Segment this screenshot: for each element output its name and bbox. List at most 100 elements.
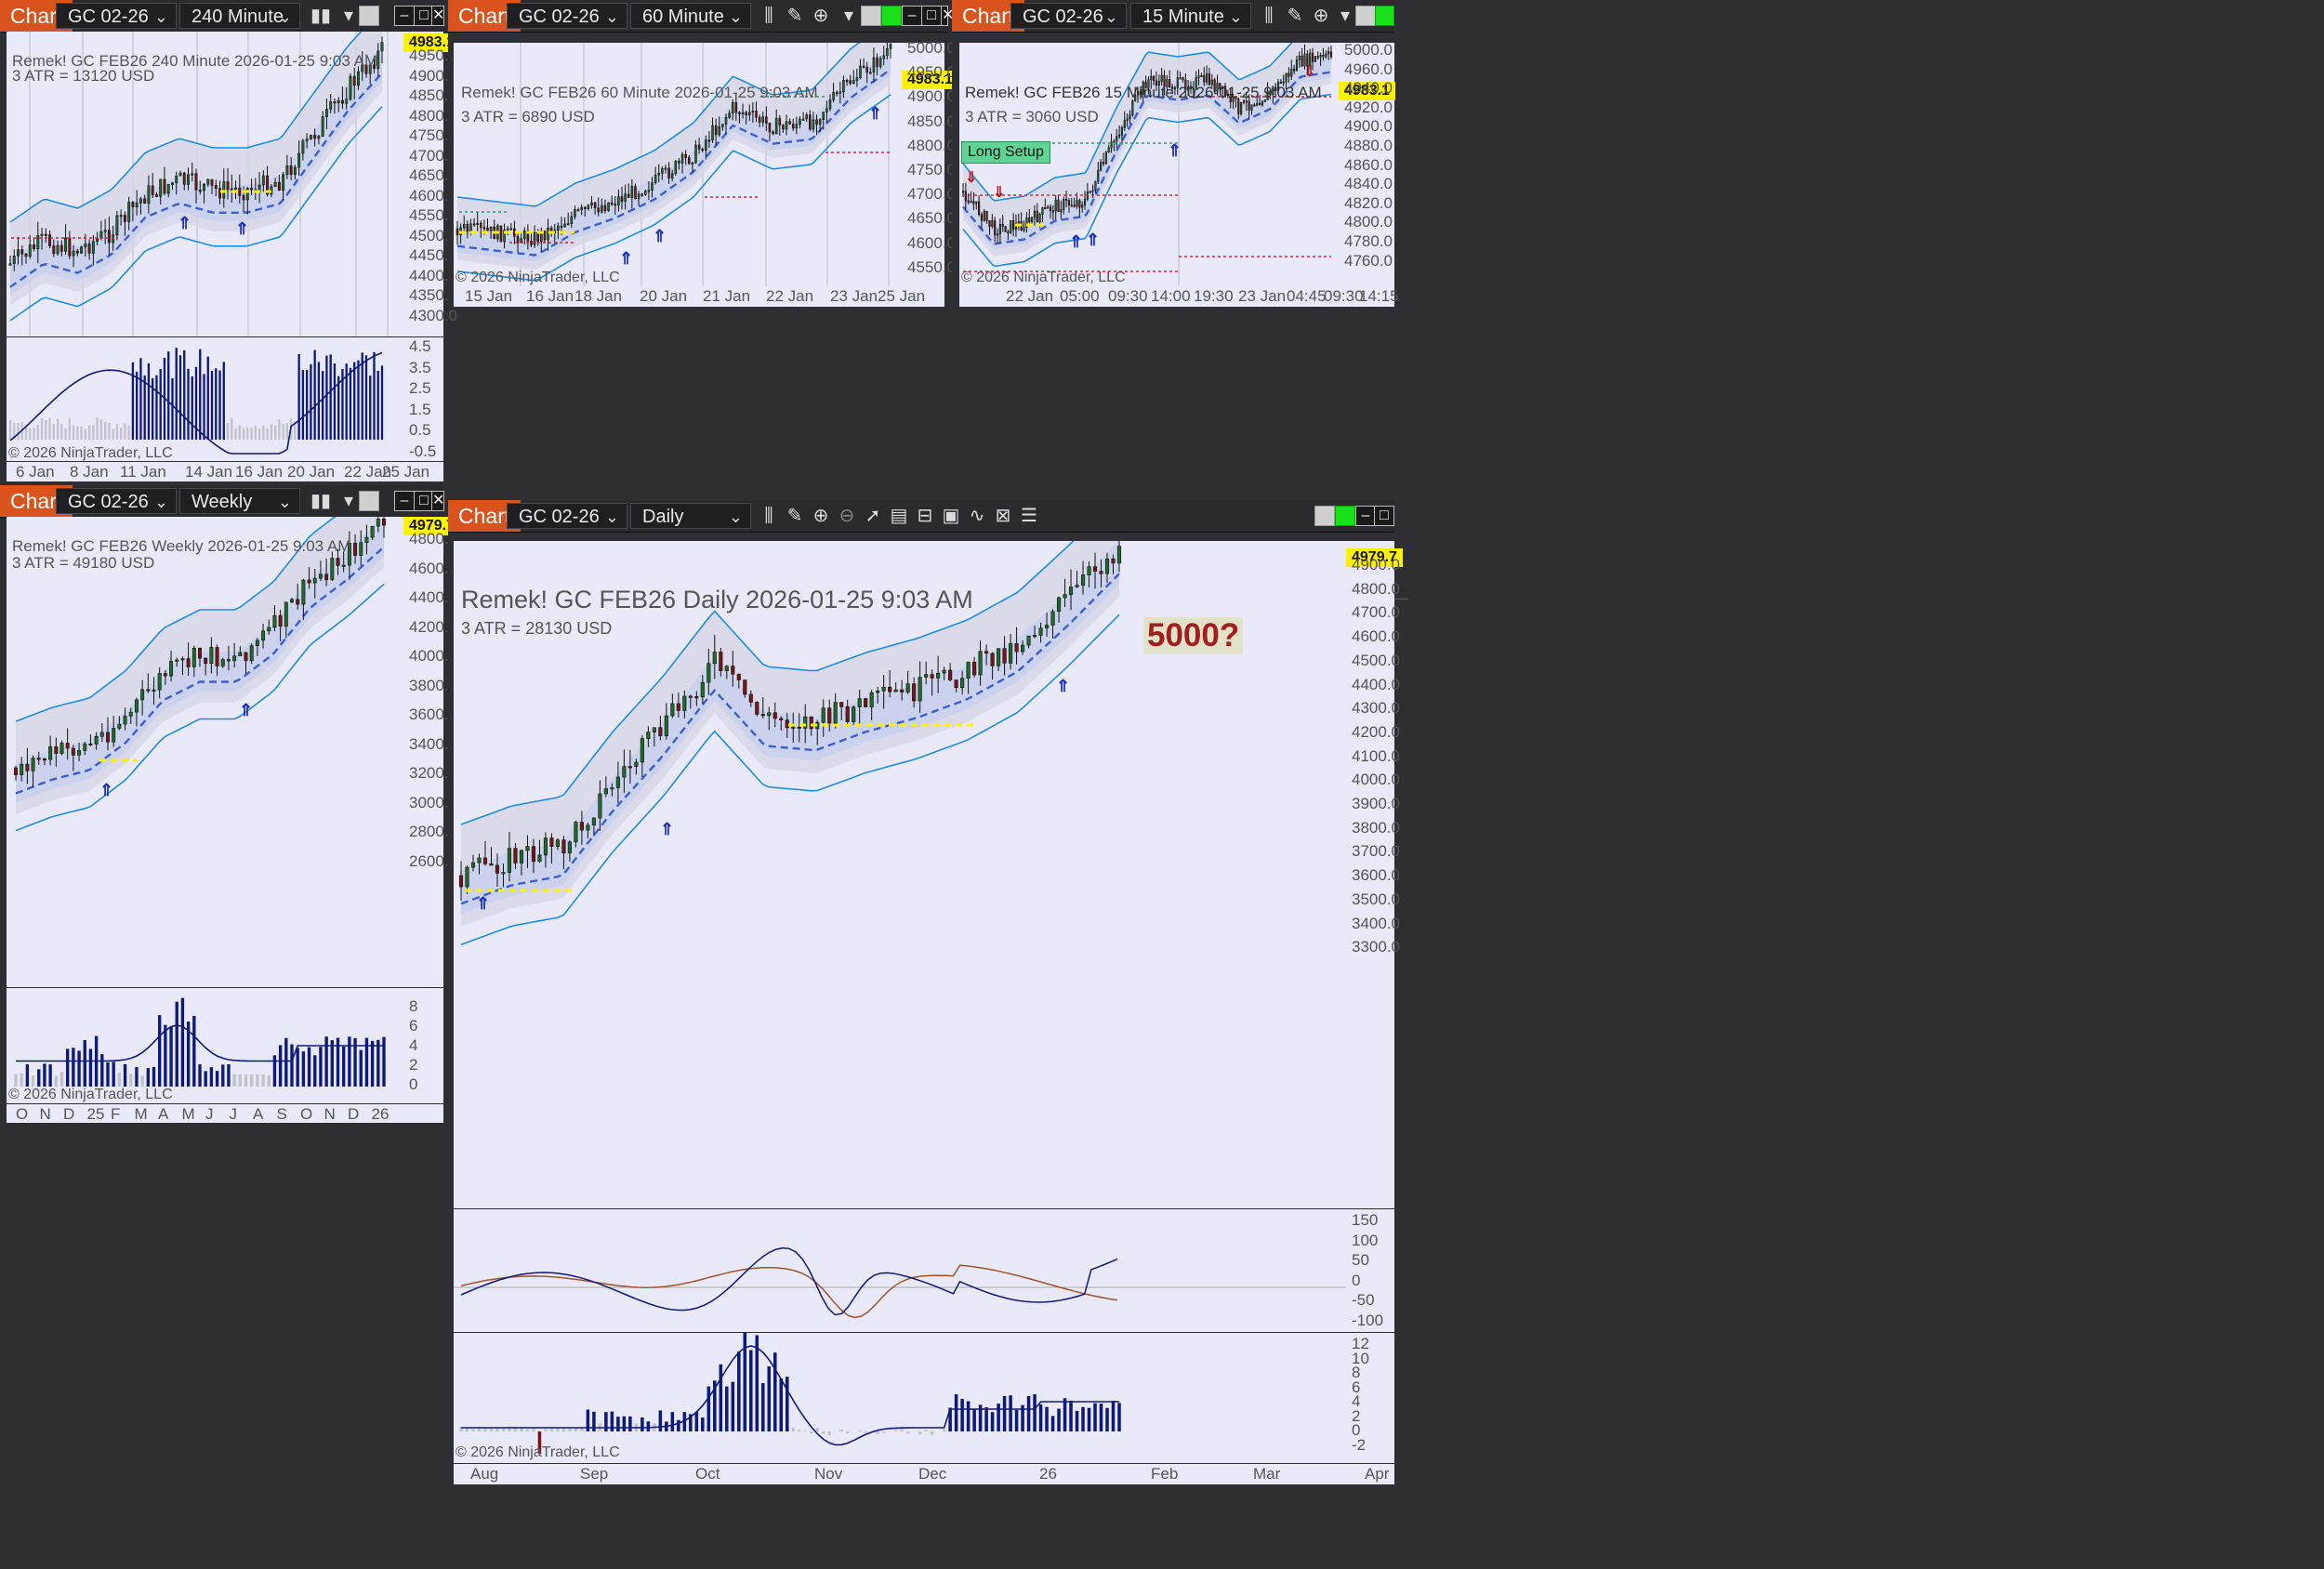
macd-panel[interactable] bbox=[454, 1209, 1346, 1332]
time-axis[interactable]: 22 Jan 05:00 09:30 14:00 19:30 23 Jan 04:45 09:… bbox=[959, 286, 1399, 307]
candle-body bbox=[318, 574, 323, 579]
pointer-icon[interactable]: ➚ bbox=[865, 506, 881, 526]
minimize-button[interactable]: – bbox=[902, 6, 922, 26]
candle-body bbox=[964, 191, 967, 202]
interval-selector[interactable]: 240 Minute ⌄ bbox=[179, 3, 300, 29]
y-tick-label: 12 bbox=[1352, 1335, 1369, 1352]
candle-body bbox=[705, 139, 707, 152]
drawing-pencil-icon[interactable]: ✎ bbox=[786, 506, 803, 526]
minimize-button[interactable]: – bbox=[1355, 506, 1376, 526]
candle-body bbox=[333, 101, 337, 104]
price-axis[interactable]: 4983.1 4950.0 4900.0 4850.0 4800.0 4750.0 470… bbox=[403, 32, 460, 336]
candle-body bbox=[994, 219, 997, 236]
window-link-button[interactable] bbox=[359, 491, 379, 511]
window-link-button[interactable] bbox=[861, 6, 881, 26]
close-button[interactable]: ✕ bbox=[431, 6, 444, 26]
candle-body bbox=[1256, 102, 1259, 106]
candle-body bbox=[59, 244, 63, 252]
candle-body bbox=[522, 230, 526, 240]
candle-body bbox=[598, 793, 602, 819]
candle-body bbox=[540, 231, 543, 243]
candle-body bbox=[56, 244, 59, 255]
instrument-selector[interactable]: GC 02-26 ⌄ bbox=[507, 3, 627, 29]
dropdown-arrow-icon[interactable]: ▾ bbox=[343, 491, 354, 511]
window-link-green-button[interactable] bbox=[881, 6, 902, 26]
indicators-icon[interactable]: ∿ bbox=[969, 506, 985, 526]
atr-label: 3 ATR = 49180 USD bbox=[12, 554, 155, 572]
histogram-bar bbox=[178, 355, 182, 440]
signal-arrow: ⇑ bbox=[476, 894, 490, 913]
interval-selector[interactable]: 15 Minute ⌄ bbox=[1130, 3, 1251, 29]
price-axis[interactable]: 4979.7 4800.0 4600.0 4400.0 4200.0 4000.0 380… bbox=[403, 517, 460, 987]
time-axis[interactable]: 15 Jan 16 Jan 18 Jan 20 Jan 21 Jan 22 Jan 23 J… bbox=[454, 286, 944, 307]
x-tick-label: 20 Jan bbox=[640, 287, 688, 305]
drawing-pencil-icon[interactable]: ✎ bbox=[1287, 6, 1303, 26]
y-tick-label: 4920.0 bbox=[1344, 98, 1393, 116]
oscillator-panel[interactable]: © 2026 NinjaTrader, LLC bbox=[7, 337, 403, 461]
candle-body bbox=[507, 848, 512, 873]
window-link-button[interactable] bbox=[1355, 6, 1376, 26]
bar-style-icon[interactable]: ⫼ bbox=[764, 506, 773, 526]
instrument-selector[interactable]: GC 02-26 ⌄ bbox=[507, 503, 627, 529]
zoom-in-icon[interactable]: ⊕ bbox=[1313, 6, 1329, 26]
oscillator-panel[interactable]: © 2026 NinjaTrader, LLC bbox=[454, 1333, 1346, 1463]
x-tick-label: 16 Jan bbox=[526, 287, 574, 305]
candle-body bbox=[640, 193, 643, 196]
y-tick-label: 8 bbox=[1352, 1364, 1361, 1381]
instrument-selector[interactable]: GC 02-26 ⌄ bbox=[56, 488, 177, 514]
interval-selector[interactable]: Daily ⌄ bbox=[630, 503, 751, 529]
oscillator-panel[interactable]: © 2026 NinjaTrader, LLC bbox=[7, 988, 403, 1103]
drawing-pencil-icon[interactable]: ✎ bbox=[786, 6, 803, 26]
close-button[interactable]: ✕ bbox=[941, 6, 954, 26]
window-link-button[interactable] bbox=[1314, 506, 1335, 526]
instrument-selector[interactable]: GC 02-26 ⌄ bbox=[56, 3, 177, 29]
bar-style-icon[interactable]: ▮▮ bbox=[310, 6, 331, 26]
price-panel[interactable]: ⇑ ⇑ ⇑ Remek! GC FEB26 60 Minute 2026-01-25… bbox=[454, 43, 902, 286]
price-axis[interactable]: 4983.1 5000.0 4950.0 4900.0 4850.0 4800.0 475… bbox=[902, 39, 958, 286]
minimize-button[interactable]: – bbox=[394, 6, 415, 26]
histogram-bar bbox=[43, 1063, 46, 1087]
price-axis[interactable]: 4979.7 4900.0 4800.0 4700.0 4600.0 4500.0 440… bbox=[1346, 541, 1403, 1208]
data-box-icon[interactable]: ▤ bbox=[890, 506, 908, 526]
zoom-in-icon[interactable]: ⊕ bbox=[812, 506, 829, 526]
bar-style-icon[interactable]: ⫼ bbox=[1264, 6, 1274, 26]
close-button[interactable]: ✕ bbox=[431, 491, 444, 511]
y-tick-label: 50 bbox=[1352, 1251, 1369, 1269]
maximize-button[interactable]: □ bbox=[1374, 506, 1394, 526]
screenshot-icon[interactable]: ▣ bbox=[942, 506, 960, 526]
price-axis[interactable]: 4983.1 5000.0 4960.0 4940.0 4920.0 4900.0 488… bbox=[1339, 41, 1395, 286]
strategies-icon[interactable]: ⊠ bbox=[995, 506, 1011, 526]
candle-body bbox=[1010, 219, 1012, 233]
maximize-button[interactable]: □ bbox=[414, 6, 434, 26]
maximize-button[interactable]: □ bbox=[921, 6, 942, 26]
window-link-green-button[interactable] bbox=[1375, 6, 1394, 26]
price-panel[interactable]: ⇑ ⇑ ⇑ Remek! GC FEB26 Daily 2026-01-25 9:0… bbox=[454, 541, 1415, 1208]
histogram-bar bbox=[373, 351, 376, 440]
bar-style-icon[interactable]: ▮▮ bbox=[310, 491, 331, 511]
candle-body bbox=[83, 743, 87, 751]
y-tick-label: 4960.0 bbox=[1344, 59, 1393, 78]
y-tick-label: 3000.0 bbox=[409, 793, 457, 811]
y-tick-label: -50 bbox=[1352, 1291, 1375, 1309]
properties-icon[interactable]: ⊟ bbox=[917, 506, 933, 526]
price-panel[interactable]: ⇑⇑⇑⇑⇓⇓⇓ Remek! GC FEB26 15 Minute 2026-0… bbox=[959, 43, 1339, 286]
window-link-green-button[interactable] bbox=[1335, 506, 1355, 526]
dropdown-arrow-icon[interactable]: ▾ bbox=[343, 6, 354, 26]
interval-selector[interactable]: Weekly ⌄ bbox=[179, 488, 300, 514]
bar-style-icon[interactable]: ⫼ bbox=[764, 6, 773, 26]
dropdown-arrow-icon[interactable]: ▾ bbox=[843, 6, 854, 26]
list-icon[interactable]: ☰ bbox=[1021, 506, 1037, 526]
minimize-button[interactable]: – bbox=[394, 491, 415, 511]
price-panel[interactable]: ⇑ ⇑ Remek! GC FEB26 Weekly 2026-01-25 9:0… bbox=[7, 517, 403, 987]
zoom-in-icon[interactable]: ⊕ bbox=[812, 6, 829, 26]
dropdown-arrow-icon[interactable]: ▾ bbox=[1340, 6, 1351, 26]
interval-selector[interactable]: 60 Minute ⌄ bbox=[630, 3, 751, 29]
zoom-out-icon[interactable]: ⊖ bbox=[838, 506, 855, 526]
instrument-selector[interactable]: GC 02-26 ⌄ bbox=[1010, 3, 1127, 29]
window-link-button[interactable] bbox=[359, 6, 379, 26]
y-tick-label: 4800.0 bbox=[409, 530, 457, 547]
time-axis[interactable]: O N D 25 F M A M J J A S O N D 26 bbox=[7, 1104, 443, 1123]
time-axis[interactable]: Aug Sep Oct Nov Dec 26 Feb Mar Apr bbox=[454, 1464, 1394, 1484]
time-axis[interactable]: 6 Jan 8 Jan 11 Jan 14 Jan 16 Jan 20 Jan 22 Jan… bbox=[7, 462, 443, 481]
price-panel[interactable]: ⇑ ⇑ Remek! GC FEB26 240 Minute 2026-01-25… bbox=[7, 32, 403, 336]
